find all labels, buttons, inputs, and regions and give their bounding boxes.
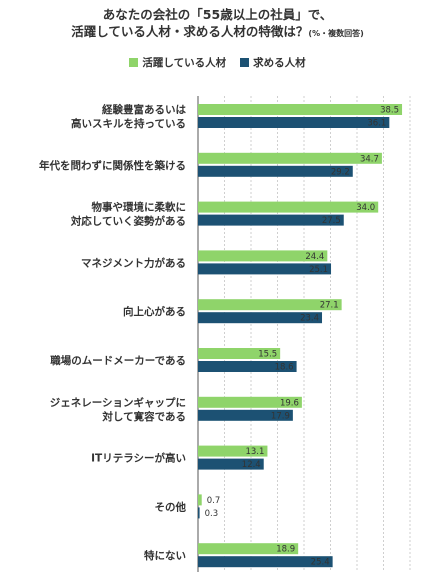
bar-active: [198, 152, 382, 164]
bar-sought: [198, 312, 323, 324]
value-label-active: 27.1: [320, 301, 339, 311]
bar-sought: [198, 165, 353, 177]
value-label-sought: 17.9: [271, 411, 290, 421]
value-label-active: 19.6: [280, 398, 299, 408]
bar-active: [198, 201, 379, 213]
bar-active: [198, 104, 403, 115]
bar-sought: [198, 409, 293, 421]
legend-swatch-active: [129, 58, 139, 67]
category-label: マネジメント力がある: [81, 256, 186, 269]
legend-item-sought: 求める人材: [240, 55, 306, 70]
value-label-sought: 18.6: [275, 363, 294, 373]
title-line-1: あなたの会社の「55歳以上の社員」で、: [102, 7, 333, 22]
category-label: 特にない: [144, 549, 186, 562]
bar-sought: [198, 507, 200, 519]
bar-sought: [198, 556, 333, 568]
value-label-sought: 23.4: [300, 314, 319, 324]
bar-sought: [198, 214, 344, 226]
value-label-active: 15.5: [258, 350, 277, 360]
value-label-sought: 36.1: [367, 119, 386, 129]
category-label: 対して寛容である: [101, 410, 186, 423]
value-label-active: 34.0: [356, 203, 375, 213]
category-label: 向上心がある: [123, 305, 186, 318]
bar-sought: [198, 361, 297, 372]
value-label-sought: 27.5: [322, 216, 341, 226]
bar-active: [198, 348, 281, 359]
title-line-2-text: 活躍している人材・求める人材の特徴は？: [71, 24, 309, 39]
legend: 活躍している人材 求める人材: [0, 55, 435, 70]
value-label-active: 24.4: [305, 252, 324, 262]
category-label: ジェネレーションギャップに: [50, 396, 186, 409]
bar-active: [198, 396, 302, 408]
value-label-sought: 12.4: [242, 460, 261, 470]
category-label: 年代を問わずに関係性を築ける: [39, 159, 186, 172]
bar-sought: [198, 263, 332, 275]
value-label-sought: 25.1: [309, 265, 328, 275]
bar-sought: [198, 117, 390, 128]
value-label-active: 34.7: [360, 154, 379, 164]
category-label: 高いスキルを持っている: [71, 117, 186, 130]
category-label: 職場のムードメーカーである: [50, 354, 186, 367]
title-line-2: 活躍している人材・求める人材の特徴は？(%・複数回答): [0, 23, 435, 42]
legend-label-active: 活躍している人材: [142, 57, 227, 69]
category-label: 対応していく姿勢がある: [70, 215, 186, 228]
chart-title: あなたの会社の「55歳以上の社員」で、 活躍している人材・求める人材の特徴は？(…: [0, 6, 435, 42]
bar-active: [198, 250, 328, 262]
bar-active: [198, 543, 299, 555]
category-label: ITリテラシーが高い: [91, 452, 186, 465]
category-label: 経験豊富あるいは: [102, 103, 186, 116]
value-label-sought: 29.2: [331, 167, 350, 177]
category-label: 物事や環境に柔軟に: [92, 201, 187, 214]
value-label-active: 18.9: [276, 545, 295, 555]
value-label-sought: 0.3: [205, 509, 219, 519]
bar-sought: [198, 458, 264, 470]
legend-item-active: 活躍している人材: [129, 55, 226, 70]
bar-active: [198, 445, 268, 457]
bar-active: [198, 299, 342, 311]
value-label-active: 38.5: [380, 106, 399, 116]
category-label: その他: [155, 500, 187, 513]
value-label-active: 13.1: [245, 447, 264, 457]
legend-label-sought: 求める人材: [253, 57, 306, 69]
title-note: (%・複数回答): [308, 29, 364, 38]
value-label-active: 0.7: [207, 496, 221, 506]
bar-active: [198, 494, 202, 506]
value-label-sought: 25.4: [311, 558, 330, 568]
legend-swatch-sought: [240, 58, 250, 67]
